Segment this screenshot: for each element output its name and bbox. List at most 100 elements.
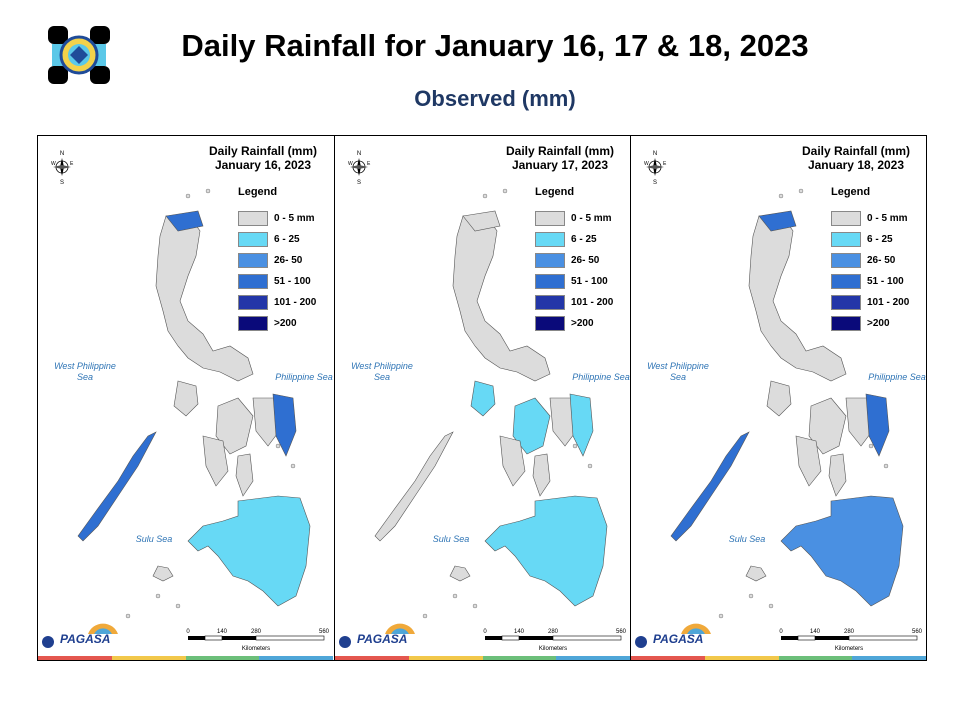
island-northtip — [462, 210, 501, 232]
pagasa-wordmark: PAGASA — [357, 632, 408, 646]
scale-tick-280: 280 — [548, 629, 559, 635]
compass-s-label: S — [60, 180, 64, 186]
scale-tick-560: 560 — [616, 629, 627, 635]
islet — [205, 188, 211, 194]
legend-swatch — [831, 295, 861, 310]
island-northtip — [165, 210, 204, 232]
color-stripe — [335, 656, 630, 660]
island-mindanao — [780, 495, 904, 607]
legend-item: >200 — [535, 313, 625, 334]
legend-title: Legend — [831, 186, 871, 198]
legend-rows: 0 - 5 mm 6 - 25 26- 50 51 - 100 101 - 200 >20… — [831, 208, 921, 334]
legend-label: 6 - 25 — [571, 234, 597, 245]
island-mindoro — [173, 380, 199, 417]
island-luzon — [748, 213, 847, 382]
legend-swatch — [831, 274, 861, 289]
islet — [482, 193, 488, 199]
compass-e-label: E — [663, 161, 667, 167]
legend-swatch — [831, 316, 861, 331]
legend-swatch — [535, 295, 565, 310]
legend-label: >200 — [867, 318, 890, 329]
page-title: Daily Rainfall for January 16, 17 & 18, … — [181, 28, 809, 63]
map-title: Daily Rainfall (mm) January 16, 2023 — [198, 144, 328, 172]
scale-tick-280: 280 — [844, 629, 855, 635]
islet — [883, 463, 889, 469]
legend-item: 26- 50 — [831, 250, 921, 271]
island-cebu — [828, 453, 847, 497]
west-philippine-sea-label: West Philippine Sea — [54, 361, 116, 382]
legend-label: >200 — [571, 318, 594, 329]
philippines-map — [670, 188, 904, 619]
color-stripe — [631, 656, 926, 660]
island-palawan — [670, 431, 750, 542]
islet — [125, 613, 131, 619]
islet — [572, 443, 578, 449]
legend-swatch — [238, 295, 268, 310]
islet — [422, 613, 428, 619]
island-cebu — [532, 453, 551, 497]
compass-e-label: E — [70, 161, 74, 167]
map-title-date: January 16, 2023 — [214, 158, 312, 172]
philippines-map — [77, 188, 311, 619]
island-sulu — [152, 565, 174, 582]
legend-item: 101 - 200 — [535, 292, 625, 313]
islet — [502, 188, 508, 194]
pagasa-wordmark: PAGASA — [653, 632, 704, 646]
compass-rose-icon: N W E S — [643, 148, 667, 186]
compass-e-label: E — [367, 161, 371, 167]
scale-unit: Kilometers — [539, 646, 567, 652]
pagasa-logo — [633, 616, 713, 652]
legend-label: 0 - 5 mm — [274, 213, 315, 224]
scale-bar: 0 140 280 560 Kilometers — [779, 626, 924, 654]
island-shapes — [77, 188, 311, 619]
legend-swatch — [535, 211, 565, 226]
scale-tick-140: 140 — [810, 629, 821, 635]
island-mindoro — [470, 380, 496, 417]
legend-label: 0 - 5 mm — [867, 213, 908, 224]
legend-label: 101 - 200 — [274, 297, 317, 308]
scale-tick-560: 560 — [319, 629, 330, 635]
islet — [778, 193, 784, 199]
island-samar — [272, 393, 297, 457]
legend-item: 6 - 25 — [535, 229, 625, 250]
map-title-line1: Daily Rainfall (mm) — [505, 144, 615, 158]
island-negros — [795, 435, 822, 487]
legend-swatch — [238, 232, 268, 247]
compass-rose-icon: N W E S — [50, 148, 74, 186]
legend-item: 0 - 5 mm — [535, 208, 625, 229]
legend-swatch — [238, 211, 268, 226]
islet — [185, 193, 191, 199]
scale-unit: Kilometers — [242, 646, 270, 652]
legend-label: 6 - 25 — [274, 234, 300, 245]
legend: Legend 0 - 5 mm 6 - 25 26- 50 51 - 100 101 -… — [831, 186, 921, 334]
legend-swatch — [238, 274, 268, 289]
scale-tick-0: 0 — [186, 629, 190, 635]
legend-item: 51 - 100 — [831, 271, 921, 292]
legend-swatch — [238, 253, 268, 268]
legend-item: 6 - 25 — [831, 229, 921, 250]
legend-title: Legend — [535, 186, 575, 198]
scale-tick-280: 280 — [251, 629, 262, 635]
island-negros — [499, 435, 526, 487]
map-panels: N W E S Daily Rainfall (mm) January 16, … — [37, 135, 927, 661]
compass-w-label: W — [348, 161, 353, 167]
legend-item: >200 — [238, 313, 328, 334]
islet — [472, 603, 478, 609]
map-panel-jan16: N W E S Daily Rainfall (mm) January 16, … — [38, 136, 333, 660]
islet — [452, 593, 458, 599]
color-stripe — [38, 656, 333, 660]
map-panel-jan17: N W E S Daily Rainfall (mm) January 17, … — [334, 136, 630, 660]
legend-item: 26- 50 — [535, 250, 625, 271]
legend-label: 51 - 100 — [571, 276, 608, 287]
legend-item: 0 - 5 mm — [238, 208, 328, 229]
scale-bar: 0 140 280 560 Kilometers — [483, 626, 628, 654]
compass-s-label: S — [653, 180, 657, 186]
sulu-sea-label: Sulu Sea — [432, 534, 470, 544]
compass-w-label: W — [51, 161, 56, 167]
compass-s-label: S — [357, 180, 361, 186]
legend-label: 101 - 200 — [867, 297, 910, 308]
philippines-map — [374, 188, 608, 619]
islet — [748, 593, 754, 599]
islet — [768, 603, 774, 609]
legend-label: 0 - 5 mm — [571, 213, 612, 224]
